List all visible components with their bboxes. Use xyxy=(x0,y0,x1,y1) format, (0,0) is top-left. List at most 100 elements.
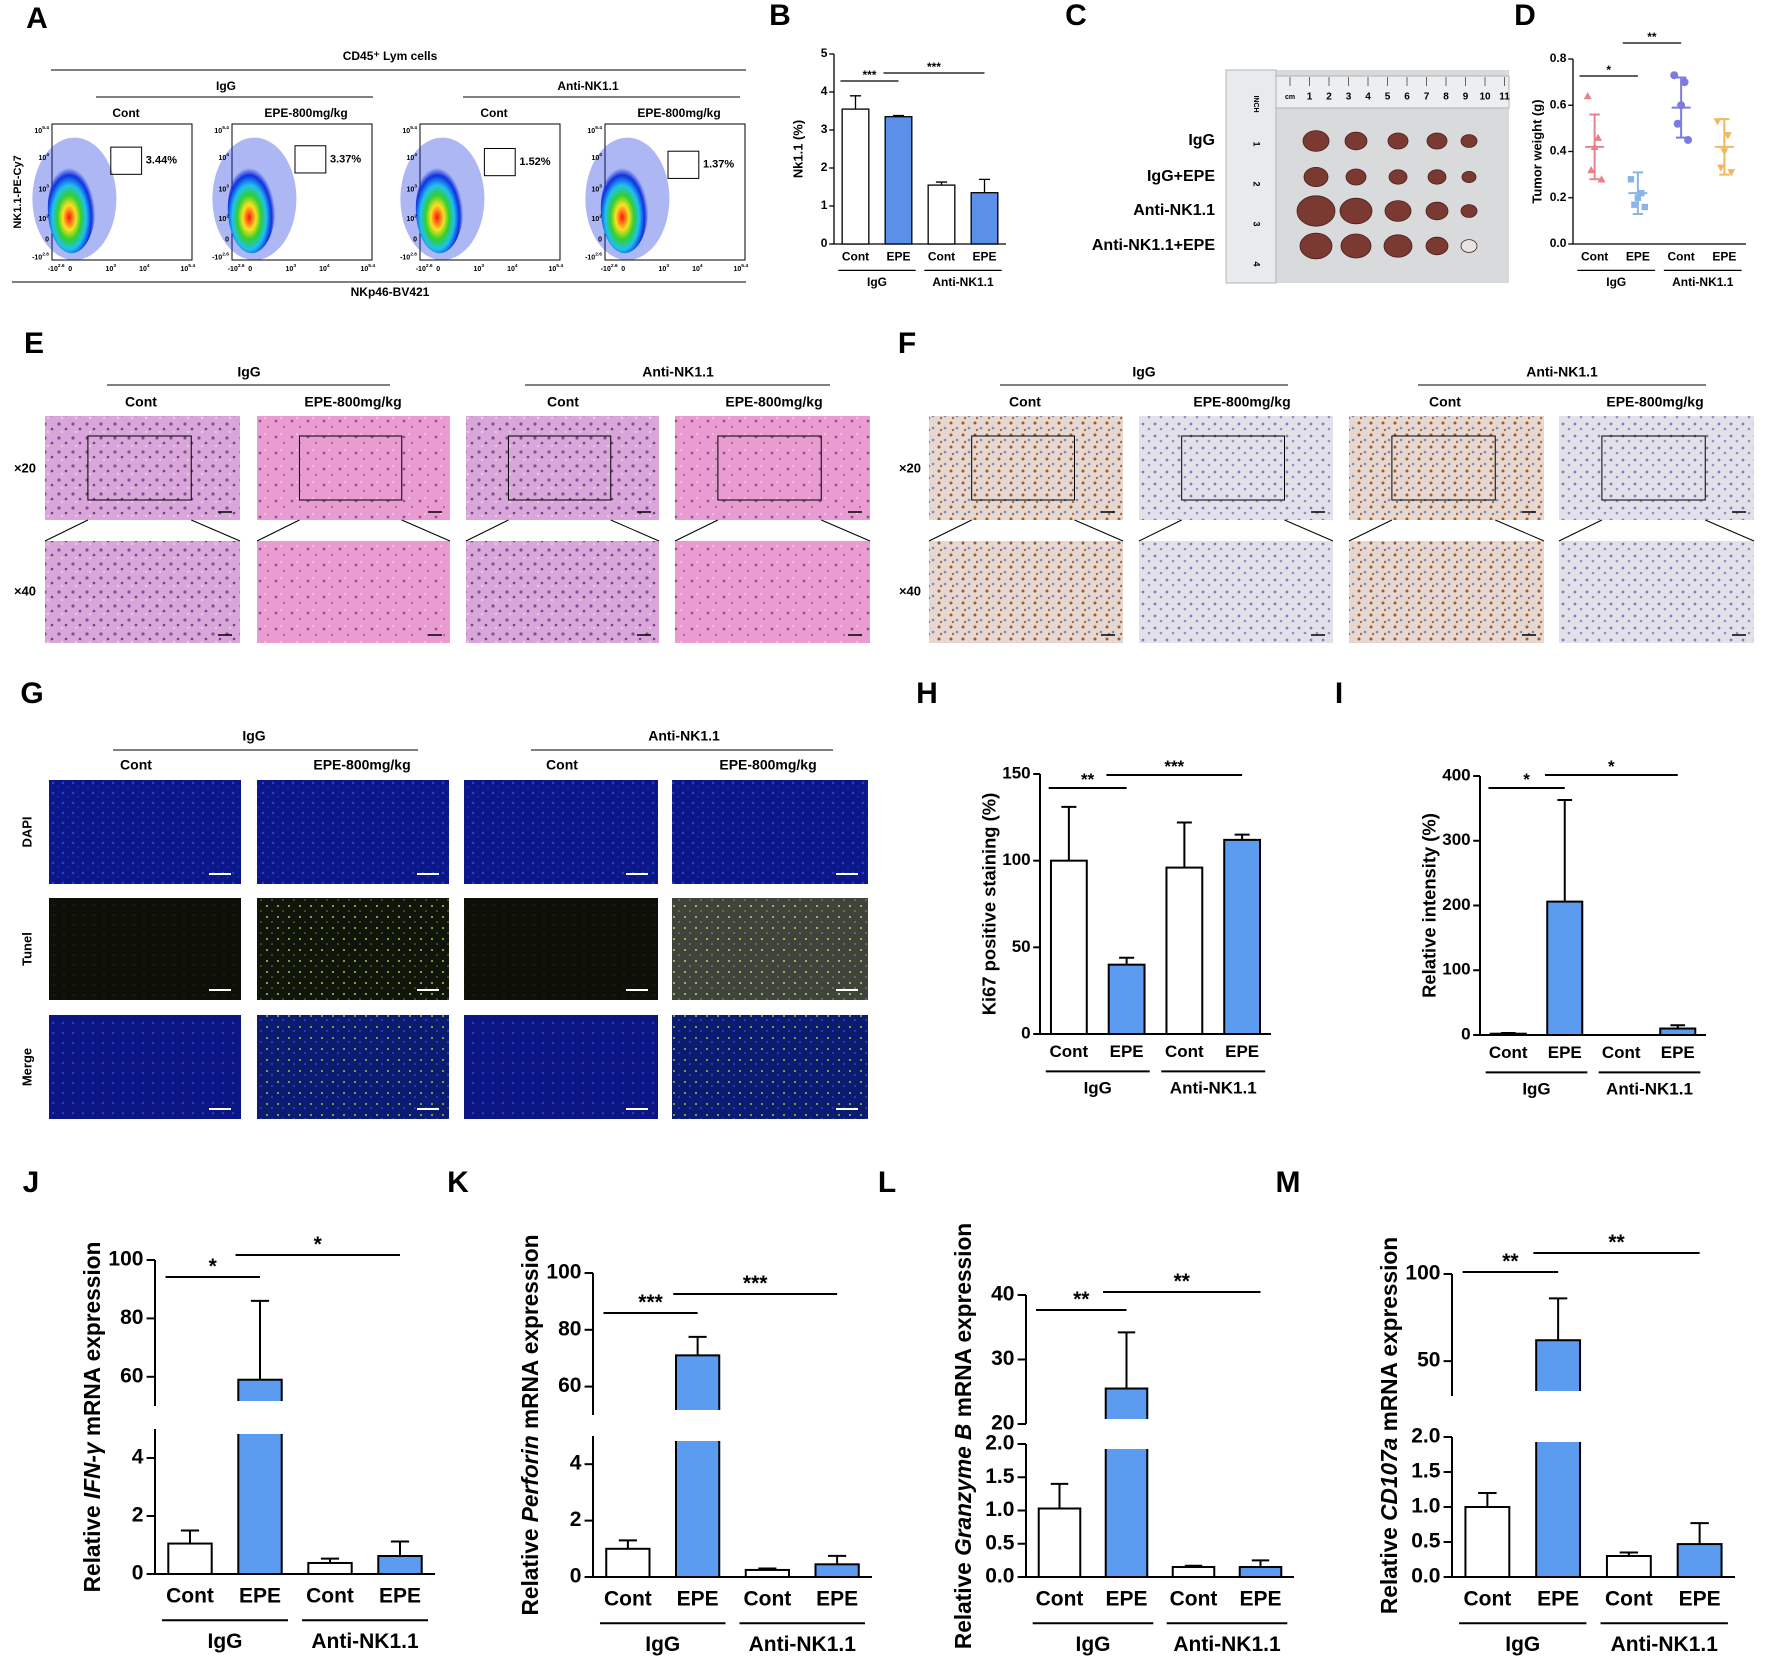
error-bar xyxy=(250,1299,270,1380)
x-tick-label: Cont xyxy=(1667,249,1694,263)
axis-label: NK1.1-PE-Cy7 xyxy=(12,155,24,228)
y-tick-label: 30 xyxy=(991,1347,1014,1370)
fluorescence-image xyxy=(464,898,658,1000)
fluorescence-image xyxy=(49,1015,241,1119)
x-tick-label: 103 xyxy=(474,263,485,272)
y-tick-label: 0 xyxy=(413,236,417,243)
fluorescence-image xyxy=(49,780,241,884)
condition-label: Cont xyxy=(1009,394,1041,410)
x-tick-label: 104 xyxy=(139,263,150,272)
mag-label: ×20 xyxy=(14,460,36,475)
x-tick-label: EPE xyxy=(1712,249,1736,263)
data-point xyxy=(1723,132,1732,140)
tick-exponent: 3 xyxy=(46,184,49,190)
axis-label: NKp46-BV421 xyxy=(351,285,430,299)
bar xyxy=(1049,859,1088,1036)
tick-base: 10 xyxy=(218,216,226,223)
tick-exponent: 2.6 xyxy=(58,263,65,269)
x-tick-label: -102.6 xyxy=(416,263,433,272)
tick-base: 10 xyxy=(38,186,46,193)
tick-exponent: 4 xyxy=(226,152,229,158)
fluorescence-image xyxy=(257,898,449,1000)
axis-break xyxy=(1103,1419,1150,1427)
x-tick-label: 103 xyxy=(106,263,117,272)
y-tick-label: 1.0 xyxy=(1411,1495,1440,1518)
x-tick-label: EPE xyxy=(1110,1042,1144,1061)
panel-letter: K xyxy=(447,1166,469,1199)
tick-base: 10 xyxy=(591,186,599,193)
bar xyxy=(1037,1507,1082,1579)
panel-letter: L xyxy=(878,1166,896,1199)
ruler-number: INCH xyxy=(1252,95,1259,112)
tumor xyxy=(1384,200,1412,222)
x-tick-label: Cont xyxy=(1581,249,1608,263)
significance: ** xyxy=(1081,770,1095,789)
line xyxy=(674,519,719,542)
y-tick-label: 0.0 xyxy=(1550,236,1567,250)
y-axis-label-part: mRNA expression xyxy=(517,1235,543,1429)
tick-exponent: 4 xyxy=(700,263,703,269)
x-tick-label: 105.4 xyxy=(733,263,748,272)
tick-base: 10 xyxy=(34,128,42,135)
ruler-number: 6 xyxy=(1404,92,1410,103)
x-tick-label: EPE xyxy=(1661,1043,1695,1062)
x-tick-label: 0 xyxy=(621,266,625,273)
tumor xyxy=(1426,132,1448,150)
y-tick-label: 0.8 xyxy=(1550,51,1567,65)
x-tick-label: -102.6 xyxy=(228,263,245,272)
tick-base: 10 xyxy=(286,266,294,273)
tumor xyxy=(1460,134,1478,148)
y-tick-label: 102 xyxy=(406,214,417,223)
x-tick-label: EPE xyxy=(1239,1588,1281,1611)
y-tick-label: 2 xyxy=(132,1504,144,1527)
y-tick-label: 102 xyxy=(218,214,229,223)
bar xyxy=(167,1542,213,1576)
tumor xyxy=(1460,204,1478,218)
x-tick-label: Cont xyxy=(1489,1043,1528,1062)
group-label: Anti-NK1.1 xyxy=(1170,1079,1257,1098)
bar xyxy=(1659,1027,1697,1037)
y-tick-label: 300 xyxy=(1442,830,1470,849)
gate xyxy=(667,150,700,179)
error-bar xyxy=(1117,1331,1136,1389)
significance: ** xyxy=(1174,1270,1191,1293)
bar xyxy=(1464,1506,1511,1578)
group-label: Anti-NK1.1 xyxy=(1672,275,1734,289)
group-label: IgG xyxy=(1076,1633,1111,1656)
y-tick-label: 105.4 xyxy=(402,125,417,134)
error-bar xyxy=(935,181,948,186)
y-tick-label: 0 xyxy=(570,1565,582,1588)
bar xyxy=(605,1547,651,1579)
y-tick-label: 0.0 xyxy=(1411,1565,1440,1588)
mag-label: ×40 xyxy=(14,583,36,598)
tumor xyxy=(1387,132,1409,150)
significance: *** xyxy=(862,68,876,82)
tick-exponent: 2 xyxy=(46,214,49,220)
condition-label: Cont xyxy=(546,757,578,773)
fluorescence-image xyxy=(464,1015,658,1119)
bar xyxy=(744,1568,790,1578)
y-tick-label: 0.0 xyxy=(985,1565,1014,1588)
significance: ** xyxy=(1073,1288,1090,1311)
group-label: IgG xyxy=(237,364,260,380)
data-point xyxy=(1727,169,1736,177)
data-point xyxy=(1627,176,1635,183)
gate xyxy=(110,146,143,175)
significance: *** xyxy=(638,1291,663,1314)
micrograph xyxy=(1349,416,1544,520)
tick-base: 10 xyxy=(406,216,414,223)
channel-label: DAPI xyxy=(19,816,34,847)
error-bar xyxy=(1675,76,1687,139)
group-label: IgG xyxy=(242,728,265,744)
line xyxy=(1284,519,1334,542)
tumor xyxy=(1340,233,1372,259)
ruler-number: 9 xyxy=(1463,92,1469,103)
group-label: Anti-NK1.1 xyxy=(557,79,619,93)
line xyxy=(821,519,871,542)
significance: * xyxy=(1608,757,1615,776)
x-tick-label: EPE xyxy=(677,1588,719,1611)
gate-percentage: 1.37% xyxy=(703,159,734,171)
y-tick-label: 105.4 xyxy=(587,125,602,134)
micrograph xyxy=(1139,416,1333,520)
tick-exponent: 5.4 xyxy=(222,125,229,131)
